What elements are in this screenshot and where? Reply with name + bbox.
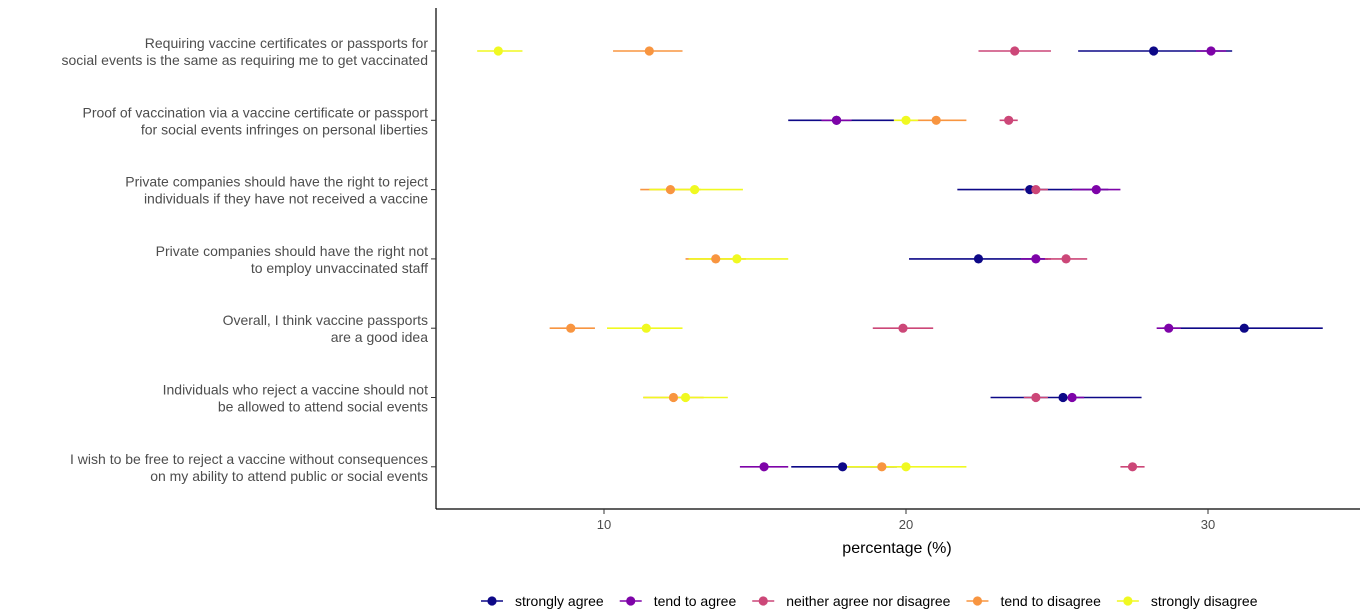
data-point — [973, 254, 984, 264]
data-point — [1004, 115, 1014, 125]
data-point — [877, 462, 887, 472]
data-point — [1031, 254, 1041, 264]
data-point — [680, 392, 691, 403]
data-point — [493, 46, 503, 56]
legend-label: tend to disagree — [1000, 593, 1101, 609]
legend-key-dot — [1123, 596, 1133, 606]
y-category-label: Individuals who reject a vaccine should … — [163, 382, 428, 415]
data-point — [1058, 392, 1068, 403]
data-point — [1164, 323, 1174, 333]
plot-area — [477, 46, 1323, 472]
y-axis: Requiring vaccine certificates or passpo… — [61, 8, 437, 509]
legend-label: neither agree nor disagree — [786, 593, 950, 609]
legend-label: tend to agree — [654, 593, 737, 609]
x-tick-label: 30 — [1201, 517, 1215, 532]
legend-item: tend to disagree — [966, 593, 1101, 609]
data-point — [831, 115, 842, 125]
legend-label: strongly disagree — [1151, 593, 1258, 609]
x-axis-title: percentage (%) — [842, 540, 951, 557]
legend-item: neither agree nor disagree — [752, 593, 951, 609]
legend: strongly agree tend to agree neither agree… — [481, 593, 1258, 609]
legend-key-dot — [626, 596, 636, 606]
data-point — [759, 462, 769, 472]
legend-item: strongly disagree — [1116, 593, 1258, 609]
data-point — [690, 185, 700, 195]
legend-key-dot — [972, 596, 983, 606]
x-tick-label: 10 — [597, 517, 611, 532]
y-category-label: Private companies should have the right … — [125, 174, 428, 207]
y-category-label: Private companies should have the right … — [156, 243, 428, 276]
data-point — [901, 462, 911, 472]
data-point — [898, 323, 908, 333]
data-point — [931, 115, 941, 125]
data-point — [644, 46, 654, 56]
y-category-label: Proof of vaccination via a vaccine certi… — [82, 104, 428, 137]
data-point — [1010, 46, 1020, 56]
data-point — [1149, 46, 1159, 56]
data-point — [1127, 462, 1138, 472]
data-point — [668, 392, 679, 403]
data-point — [1031, 392, 1041, 403]
legend-item: tend to agree — [619, 593, 737, 609]
data-point — [1239, 323, 1249, 333]
data-point — [1061, 254, 1071, 264]
data-point — [711, 254, 721, 264]
data-point — [566, 323, 576, 333]
y-category-label: I wish to be free to reject a vaccine wi… — [70, 451, 428, 484]
data-point — [1091, 185, 1101, 195]
data-point — [1206, 46, 1216, 56]
data-point — [837, 462, 848, 472]
data-point — [901, 115, 911, 125]
data-point — [665, 185, 676, 195]
legend-item: strongly agree — [481, 593, 604, 609]
x-axis: percentage (%) 10 20 30 — [436, 508, 1360, 557]
legend-label: strongly agree — [515, 593, 604, 609]
data-point — [732, 254, 742, 264]
data-point — [1031, 185, 1041, 195]
legend-key-dot — [487, 596, 497, 606]
data-point — [641, 323, 651, 333]
y-category-label: Overall, I think vaccine passports are a … — [223, 312, 429, 345]
x-tick-label: 20 — [899, 517, 913, 532]
legend-key-dot — [758, 596, 768, 606]
data-point — [1067, 392, 1077, 403]
y-category-label: Requiring vaccine certificates or passpo… — [61, 35, 428, 68]
